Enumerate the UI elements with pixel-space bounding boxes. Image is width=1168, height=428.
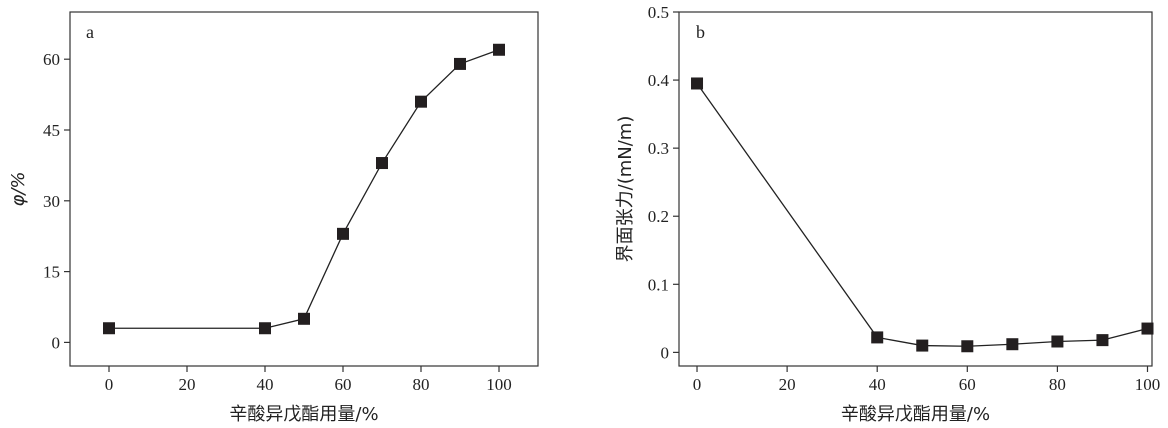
data-point (376, 157, 388, 170)
x-axis-title: 辛酸异戊酯用量/% (841, 404, 990, 425)
plot-frame (678, 11, 1153, 367)
x-tick-label: 100 (1135, 375, 1161, 394)
data-point (415, 95, 427, 108)
x-axis-title: 辛酸异戊酯用量/% (229, 404, 378, 425)
data-point (1096, 334, 1109, 347)
x-tick-label: 0 (105, 375, 114, 394)
data-point (961, 340, 974, 353)
data-point (1051, 335, 1064, 348)
y-axis-title: 界面张力/(mN/m) (615, 116, 636, 263)
y-tick-label: 0.3 (648, 139, 669, 158)
panel-label: b (696, 22, 705, 42)
data-point (337, 227, 349, 240)
x-tick-label: 80 (413, 375, 430, 394)
y-tick-label: 0 (52, 333, 61, 352)
chart-panel-a: 0 20 40 60 80 100 0 15 30 45 60 辛酸异戊酯用量/% φ/% a (8, 11, 539, 425)
y-tick-label: 45 (43, 121, 60, 140)
y-tick-label: 0 (661, 343, 670, 362)
series-line (696, 83, 1148, 347)
x-tick-label: 40 (257, 375, 274, 394)
y-tick-label: 0.2 (648, 207, 669, 226)
chart-panel-b: 0 20 40 60 80 100 0 0.1 0.2 0.3 0.4 0.5 辛酸异戊酯用量/% 界面张… (615, 3, 1160, 425)
data-point (103, 322, 115, 335)
y-tick-label: 0.4 (648, 71, 670, 90)
data-point (691, 77, 704, 90)
data-point (916, 339, 929, 352)
data-point (454, 57, 466, 70)
y-axis-title: φ/% (8, 171, 29, 206)
plot-frame (69, 11, 539, 367)
x-tick-label: 20 (779, 375, 796, 394)
data-point (259, 322, 271, 335)
data-point (298, 312, 310, 325)
y-tick-label: 60 (43, 50, 60, 69)
data-point (1141, 322, 1154, 335)
x-tick-label: 0 (693, 375, 702, 394)
y-tick-label: 30 (43, 192, 60, 211)
x-tick-label: 80 (1049, 375, 1066, 394)
x-tick-label: 20 (179, 375, 196, 394)
x-tick-label: 100 (486, 375, 512, 394)
data-point (871, 331, 884, 344)
y-tick-label: 15 (43, 263, 60, 282)
y-tick-label: 0.1 (648, 275, 669, 294)
panel-label: a (86, 22, 94, 42)
series-line (109, 49, 500, 329)
y-tick-label: 0.5 (648, 3, 669, 22)
data-point (1006, 338, 1019, 351)
data-point (493, 43, 505, 56)
x-tick-label: 60 (335, 375, 352, 394)
x-tick-label: 60 (959, 375, 976, 394)
x-tick-label: 40 (869, 375, 886, 394)
